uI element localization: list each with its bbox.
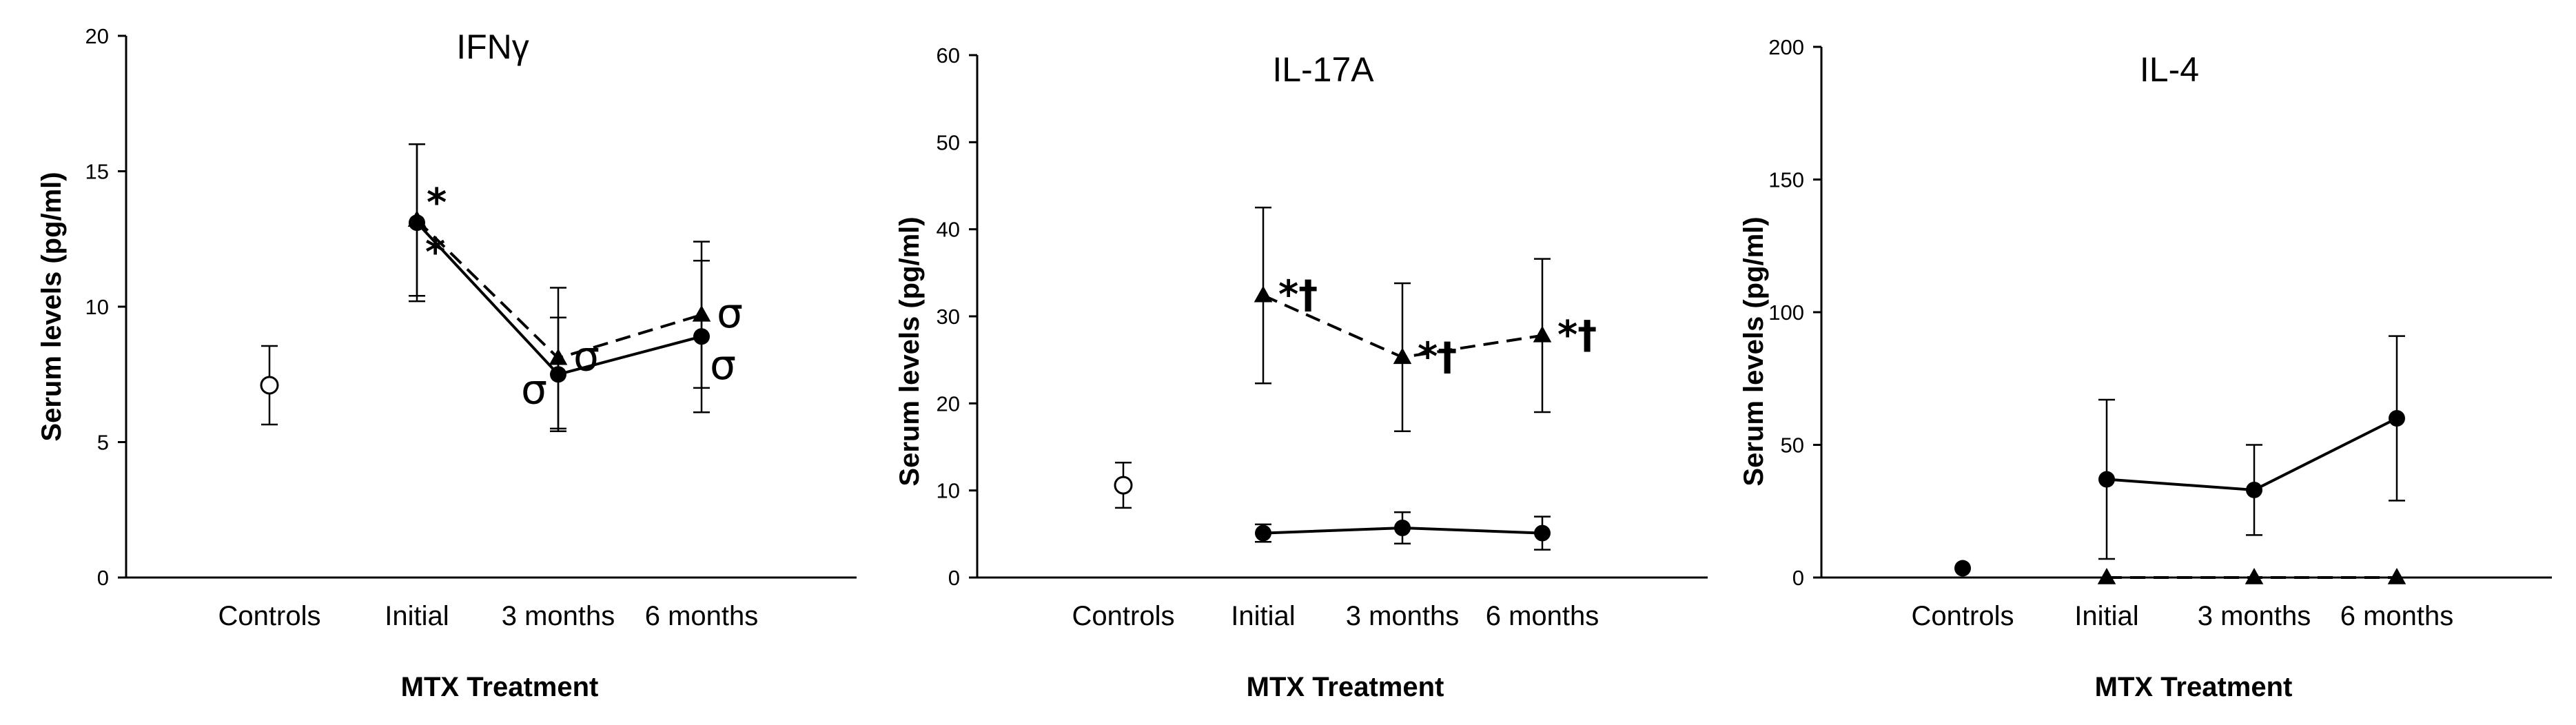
x-tick-label: Controls [1912,601,2014,631]
x-tick-label: Initial [385,601,449,631]
data-point-controls [260,376,279,395]
data-point-circle [2098,471,2115,488]
significance-marker: *† [1418,334,1457,379]
plot-area: 0 50 100 150 200 [1768,35,2552,590]
data-point-controls [1954,560,1971,577]
y-tick-label: 10 [85,295,109,319]
significance-marker: *† [1278,273,1318,318]
y-tick-label: 5 [97,431,109,455]
data-point-triangle [549,348,568,365]
chart-panel-ifng: IFNγ Serum levels (pg/ml) MTX Treatment … [37,24,857,702]
significance-marker: * [427,181,447,225]
x-tick-label: 3 months [2198,601,2311,631]
data-point-circle [1255,524,1271,542]
plot-area: 0 10 20 30 40 50 60 *† *† *† [937,43,1708,590]
y-axis-label: Serum levels (pg/ml) [1739,216,1769,486]
significance-marker: * [425,230,445,275]
data-point-circle [2246,481,2262,498]
data-point-triangle [2387,568,2406,584]
significance-marker: σ [521,365,547,413]
data-point-triangle [2245,568,2264,584]
x-tick-label: 6 months [1486,601,1599,631]
y-axis-label: Serum levels (pg/ml) [37,172,67,441]
x-axis-label: MTX Treatment [401,672,599,702]
x-tick-label: Initial [1231,601,1295,631]
y-tick-label: 30 [937,305,960,329]
x-tick-label: Initial [2074,601,2138,631]
y-tick-label: 40 [937,218,960,242]
data-point-triangle [1254,285,1273,303]
y-tick-label: 20 [937,391,960,416]
data-point-triangle [2097,568,2116,584]
y-tick-label: 50 [1781,433,1804,458]
x-tick-label: 6 months [645,601,759,631]
y-tick-label: 200 [1768,35,1804,59]
x-tick-label: 3 months [1346,601,1460,631]
data-point-circle [2389,410,2405,427]
y-tick-label: 50 [937,130,960,154]
chart-title: IL-4 [2140,50,2199,89]
y-tick-label: 0 [1792,566,1804,590]
data-point-circle [693,328,710,345]
y-axis-label: Serum levels (pg/ml) [895,216,925,486]
data-point-circle [1534,524,1551,542]
chart-title: IL-17A [1272,50,1374,89]
y-tick-label: 0 [97,566,109,590]
significance-marker: σ [717,289,743,338]
x-tick-label: 3 months [502,601,615,631]
data-point-triangle [407,210,427,227]
y-tick-label: 20 [85,24,109,48]
chart-panel-il17a: IL-17A Serum levels (pg/ml) MTX Treatmen… [895,43,1708,702]
y-tick-label: 10 [937,479,960,503]
chart-title: IFNγ [456,28,529,66]
data-point-triangle [1533,325,1552,343]
chart-panel-il4: IL-4 Serum levels (pg/ml) MTX Treatment … [1739,35,2552,702]
x-axis-label: MTX Treatment [1247,672,1444,702]
y-tick-label: 0 [948,566,960,590]
series-line-triangles [416,218,702,360]
y-tick-label: 60 [937,43,960,68]
y-tick-label: 150 [1768,168,1804,192]
data-point-circle [1394,519,1411,536]
data-point-triangle [692,305,711,322]
data-point-controls [1114,476,1133,495]
significance-marker: σ [573,333,600,381]
y-tick-label: 15 [85,160,109,184]
x-tick-label: 6 months [2340,601,2454,631]
x-axis-label: MTX Treatment [2095,672,2293,702]
significance-marker: *† [1557,313,1597,358]
series-line-circles [2106,417,2398,491]
x-tick-label: Controls [218,601,321,631]
x-tick-label: Controls [1072,601,1175,631]
data-point-triangle [1393,347,1412,365]
significance-marker: σ [710,341,736,389]
y-tick-label: 100 [1768,300,1804,325]
data-point-circle [550,366,566,383]
